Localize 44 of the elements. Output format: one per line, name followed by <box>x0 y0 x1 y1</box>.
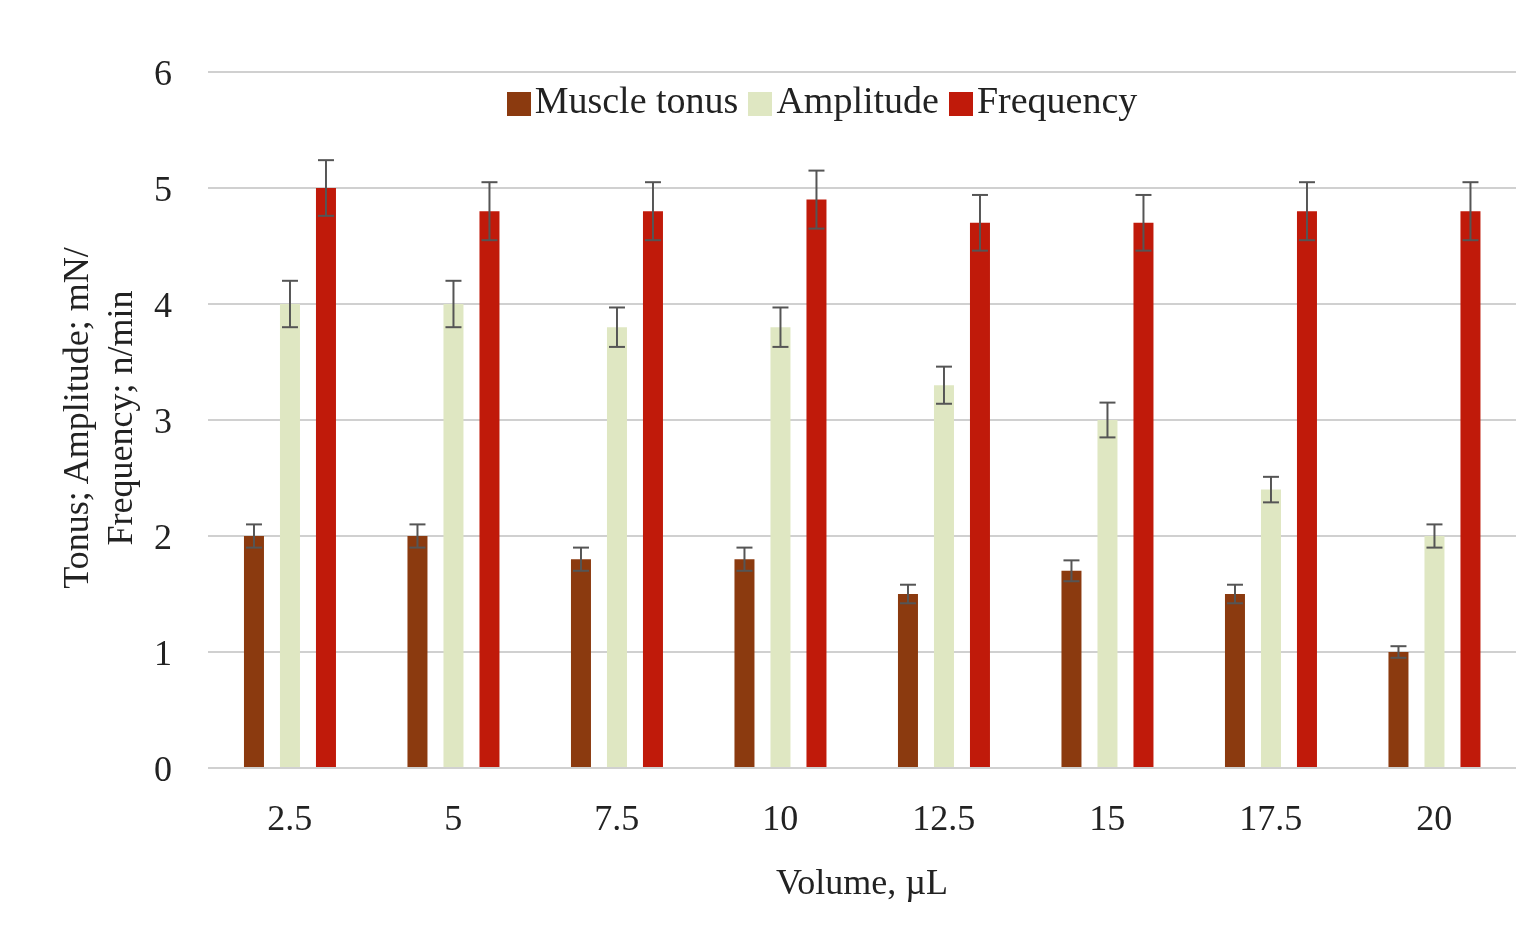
y-tick-label: 0 <box>154 748 172 789</box>
bar <box>1133 222 1154 768</box>
bar <box>770 327 791 768</box>
bar <box>1224 594 1245 768</box>
bar <box>1388 652 1409 768</box>
bar <box>969 222 990 768</box>
bar <box>407 536 428 768</box>
bar <box>606 327 627 768</box>
bar <box>243 536 264 768</box>
y-tick-label: 2 <box>154 516 172 557</box>
x-tick-label: 17.5 <box>1239 797 1303 838</box>
x-tick-label: 7.5 <box>594 797 640 838</box>
bar <box>897 594 918 768</box>
bar <box>315 188 336 768</box>
x-tick-label: 5 <box>444 797 463 838</box>
bar <box>1260 489 1281 768</box>
bar <box>642 211 663 768</box>
bar <box>479 211 500 768</box>
bar <box>1061 570 1082 768</box>
bar <box>1424 536 1445 768</box>
bar <box>279 304 300 768</box>
x-axis-title: Volume, µL <box>775 861 949 902</box>
legend-label: Amplitude <box>776 79 939 121</box>
legend-label: Muscle tonus <box>534 79 739 121</box>
y-tick-label: 5 <box>154 168 172 209</box>
y-axis-title: Tonus; Amplitude; mN/ Frequency; n/min <box>55 246 141 591</box>
bar <box>443 304 464 768</box>
y-tick-label: 6 <box>154 52 172 93</box>
legend-label: Frequency <box>976 79 1138 121</box>
bar <box>933 385 954 768</box>
x-tick-label: 15 <box>1089 797 1126 838</box>
bar <box>1097 420 1118 768</box>
bar <box>570 559 591 768</box>
x-tick-label: 12.5 <box>912 797 976 838</box>
bar <box>806 199 827 768</box>
y-tick-label: 4 <box>154 284 172 325</box>
x-tick-label: 20 <box>1416 797 1453 838</box>
y-tick-label: 1 <box>154 632 172 673</box>
bar <box>1296 211 1317 768</box>
x-tick-label: 2.5 <box>267 797 313 838</box>
bar <box>734 559 755 768</box>
y-tick-label: 3 <box>154 400 172 441</box>
x-tick-label: 10 <box>762 797 799 838</box>
bar <box>1460 211 1481 768</box>
